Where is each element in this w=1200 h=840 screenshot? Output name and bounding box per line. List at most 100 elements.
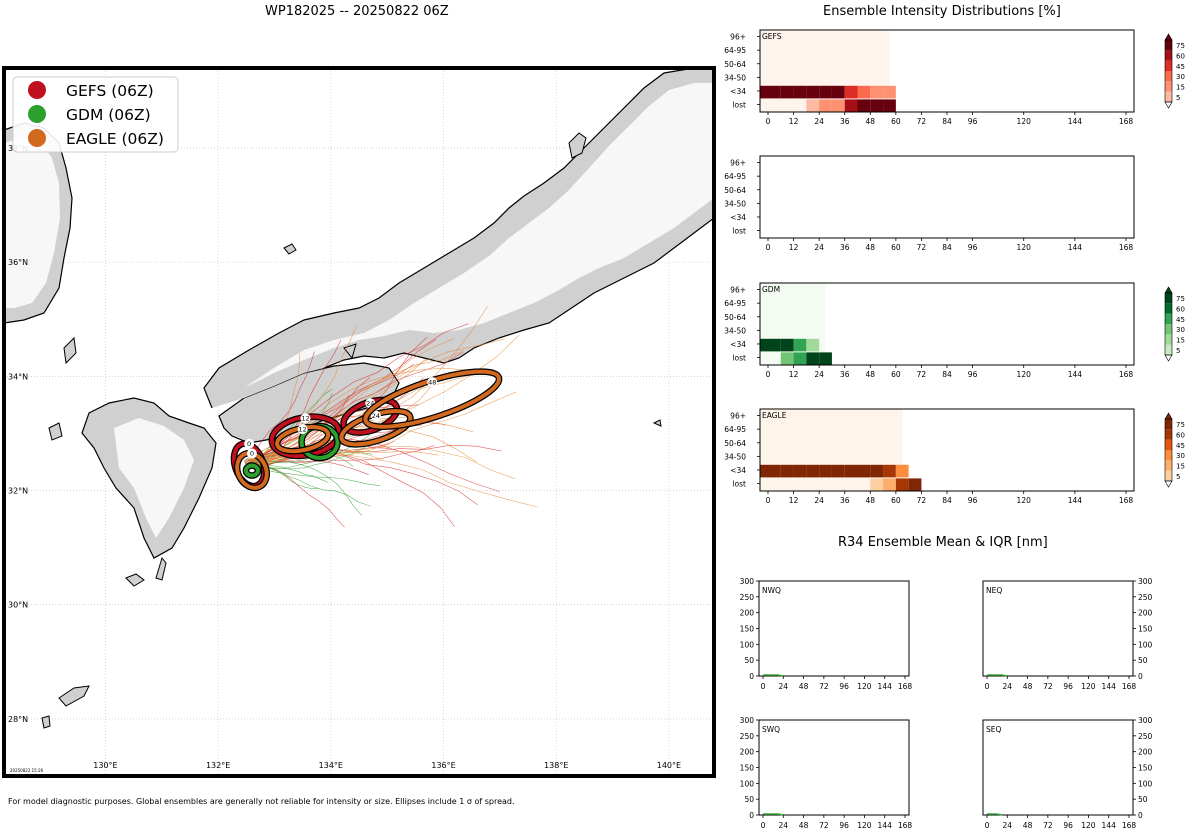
r34-y-tick-label: 200 <box>1138 609 1153 618</box>
r34-x-tick-label: 24 <box>1003 821 1013 830</box>
heatmap-x-tick-label: 168 <box>1119 117 1134 126</box>
track-ellipse <box>362 368 503 430</box>
heatmap-x-tick-label: 60 <box>891 243 901 252</box>
heatmap-x-tick-label: 144 <box>1068 117 1083 126</box>
r34-y-tick-label: 150 <box>1138 764 1153 773</box>
r34-y-tick-label: 200 <box>740 609 755 618</box>
r34-y-tick-label: 50 <box>744 656 754 665</box>
heatmap-x-tick-label: 120 <box>1017 243 1032 252</box>
r34-mean-line <box>997 813 1003 816</box>
ellipse-label: 0 <box>247 440 251 448</box>
heatmap-x-tick-label: 60 <box>891 496 901 505</box>
colorbar-segment <box>1165 50 1172 61</box>
heatmap-x-tick-label: 72 <box>917 496 927 505</box>
r34-x-tick-label: 144 <box>1102 682 1117 691</box>
r34-x-tick-label: 168 <box>898 821 913 830</box>
heatmap-model-label: GEFS <box>762 32 782 41</box>
map-timestamp: 20250822 15:26 <box>10 768 44 773</box>
intensity-panel-eagle: lost <34 34-50 50-64 64-95 96+ 0 12 24 36 48 60 72 84… <box>724 408 1185 505</box>
heatmap-row-label: <34 <box>730 466 746 475</box>
heatmap-row-label: 50-64 <box>724 60 746 69</box>
heatmap-row-label: 96+ <box>730 412 746 421</box>
r34-y-tick-label: 300 <box>1138 577 1153 586</box>
r34-x-tick-label: 96 <box>839 682 849 691</box>
heatmap-x-tick-label: 36 <box>840 370 850 379</box>
heatmap-x-tick-label: 84 <box>942 117 952 126</box>
r34-y-tick-label: 300 <box>740 716 755 725</box>
heatmap-cell <box>793 85 807 99</box>
heatmap-row-label: 50-64 <box>724 439 746 448</box>
heatmap-x-tick-label: 60 <box>891 370 901 379</box>
heatmap-x-tick-label: 24 <box>814 496 824 505</box>
r34-y-tick-label: 250 <box>740 732 755 741</box>
heatmap-x-tick-label: 48 <box>866 496 876 505</box>
heatmap-x-tick-label: 144 <box>1068 243 1083 252</box>
r34-frame <box>982 580 1134 677</box>
heatmap-row-label: <34 <box>730 213 746 222</box>
heatmap-cell <box>819 99 832 112</box>
colorbar-frame <box>1164 292 1173 356</box>
r34-y-tick-label: 100 <box>1138 640 1153 649</box>
land-honshu-inner <box>244 83 714 388</box>
r34-y-tick-label: 50 <box>1138 795 1148 804</box>
ellipse-label: 0 <box>250 450 254 458</box>
heatmap-cell <box>870 99 884 112</box>
colorbar-segment <box>1165 91 1172 102</box>
heatmap-x-tick-label: 24 <box>814 243 824 252</box>
ensemble-track-line <box>244 351 315 462</box>
heatmap-cell <box>844 85 858 99</box>
heatmap-cell <box>883 478 896 491</box>
heatmap-cell <box>870 85 884 99</box>
ensemble-track-line <box>246 353 300 467</box>
r34-y-tick-label: 100 <box>1138 779 1153 788</box>
intensity-title: Ensemble Intensity Distributions [%] <box>823 4 1061 19</box>
colorbar-segment <box>1165 460 1172 471</box>
land-island-goto <box>48 422 63 441</box>
heatmap-cell <box>819 464 832 478</box>
heatmap-x-tick-label: 12 <box>789 496 799 505</box>
heatmap-model-label: EAGLE <box>762 411 787 420</box>
r34-y-tick-label: 250 <box>1138 732 1153 741</box>
land-island-izu <box>652 419 662 427</box>
ellipse-label-bg <box>246 448 257 459</box>
heatmap-row-label: lost <box>732 101 746 110</box>
r34-x-tick-label: 120 <box>1081 821 1096 830</box>
heatmap-x-tick-label: 96 <box>968 243 978 252</box>
ensemble-track-line <box>252 339 342 470</box>
heatmap-x-tick-label: 72 <box>917 117 927 126</box>
r34-y-tick-label: 100 <box>740 640 755 649</box>
r34-y-tick-label: 150 <box>740 625 755 634</box>
heatmap-x-tick-label: 24 <box>814 117 824 126</box>
r34-x-tick-label: 48 <box>1023 682 1033 691</box>
heatmap-row-label: lost <box>732 227 746 236</box>
heatmap-x-tick-label: 48 <box>866 117 876 126</box>
colorbar-top-arrow <box>1164 286 1173 294</box>
lat-tick-label: 28°N <box>8 715 28 724</box>
colorbar-segment <box>1165 324 1172 335</box>
ellipse-label: 24 <box>372 412 380 420</box>
r34-x-tick-label: 48 <box>799 821 809 830</box>
colorbar-segment <box>1165 313 1172 324</box>
colorbar-tick-label: 45 <box>1176 63 1185 71</box>
colorbar-segment <box>1165 344 1172 355</box>
colorbar-bottom-arrow <box>1164 354 1173 362</box>
r34-x-tick-label: 72 <box>819 821 829 830</box>
heatmap-row-label: <34 <box>730 87 746 96</box>
colorbar-segment <box>1165 439 1172 450</box>
ellipse-ring <box>363 369 502 429</box>
r34-y-tick-label: 50 <box>1138 656 1148 665</box>
r34-x-tick-label: 120 <box>857 682 872 691</box>
colorbar-bottom-arrow <box>1164 101 1173 109</box>
heatmap-cell <box>895 478 909 491</box>
heatmap-x-tick-label: 0 <box>766 243 771 252</box>
heatmap-x-tick-label: 36 <box>840 243 850 252</box>
heatmap-cell <box>806 99 820 112</box>
lon-tick-label: 140°E <box>657 761 681 770</box>
heatmap-x-tick-label: 168 <box>1119 370 1134 379</box>
r34-y-tick-label: 0 <box>749 811 754 820</box>
lon-tick-label: 132°E <box>206 761 230 770</box>
heatmap-x-tick-label: 12 <box>789 243 799 252</box>
